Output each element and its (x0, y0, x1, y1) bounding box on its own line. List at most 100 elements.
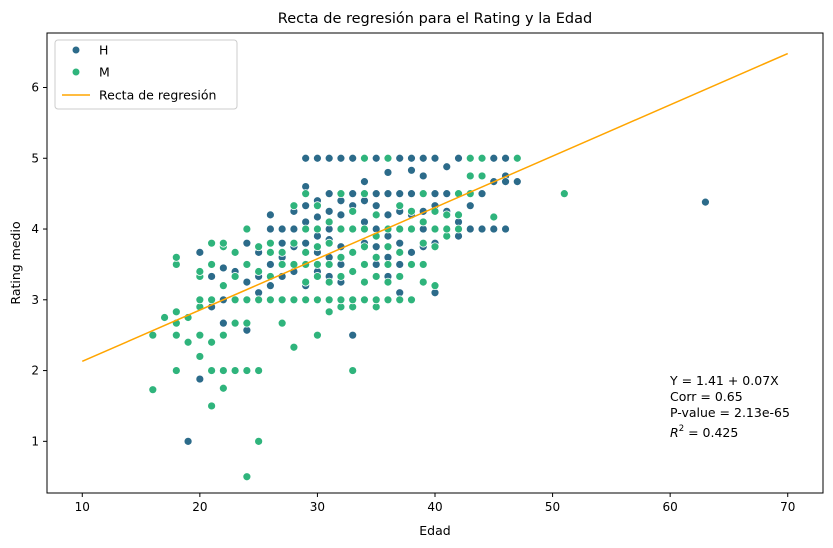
legend-label-regression-line: Recta de regresión (99, 88, 216, 103)
data-point-h (371, 201, 381, 211)
data-point-m (207, 366, 217, 375)
data-point-m (301, 295, 311, 305)
data-point-m (371, 210, 381, 220)
data-point-m (289, 201, 299, 211)
annotation-equation: Y = 1.41 + 0.07X (669, 373, 779, 388)
data-point-m (265, 238, 275, 248)
data-point-h (195, 247, 205, 257)
data-point-h (301, 153, 311, 163)
data-point-m (313, 201, 322, 211)
data-point-h (383, 189, 393, 199)
data-point-h (218, 263, 228, 273)
data-point-m (230, 366, 240, 375)
data-point-m (348, 295, 358, 305)
data-point-m (242, 366, 252, 375)
data-point-m (218, 238, 228, 248)
data-point-m (183, 337, 193, 347)
data-point-m (230, 318, 240, 328)
data-point-m (360, 260, 369, 269)
x-tick-label: 60 (663, 500, 678, 514)
data-point-m (242, 295, 252, 305)
data-point-m (360, 277, 369, 287)
data-point-m (371, 295, 381, 305)
data-point-h (477, 224, 487, 234)
data-point-h (348, 153, 358, 163)
data-point-m (313, 224, 322, 234)
data-point-m (360, 242, 369, 252)
legend-label-h: H (99, 43, 108, 58)
data-point-m (559, 189, 569, 199)
annotation-correlation: Corr = 0.65 (670, 389, 743, 404)
data-point-m (324, 307, 334, 317)
data-point-h (701, 197, 710, 207)
data-point-h (430, 189, 440, 199)
data-point-m (336, 295, 346, 305)
data-point-m (230, 247, 240, 257)
data-point-m (324, 295, 334, 305)
data-point-h (371, 153, 381, 163)
y-tick-label: 3 (31, 293, 39, 307)
x-tick-label: 20 (192, 500, 207, 514)
data-point-m (313, 272, 322, 281)
y-tick-label: 6 (31, 80, 39, 94)
data-point-m (395, 201, 405, 211)
data-point-m (489, 212, 499, 222)
data-point-m (512, 153, 522, 163)
data-point-m (277, 247, 287, 257)
data-point-m (313, 242, 322, 252)
data-point-h (324, 189, 334, 199)
data-point-m (336, 189, 346, 199)
data-point-h (489, 224, 499, 234)
y-tick-label: 1 (31, 434, 39, 448)
r-squared-symbol: R (670, 425, 679, 440)
x-tick-label: 50 (545, 500, 560, 514)
data-point-h (407, 247, 416, 257)
legend-box (54, 39, 238, 110)
data-point-m (360, 224, 369, 234)
data-point-m (430, 224, 440, 234)
data-point-m (277, 260, 287, 269)
data-point-h (383, 210, 393, 220)
data-point-h (195, 374, 205, 384)
y-tick-label: 2 (31, 364, 39, 378)
data-point-m (360, 153, 369, 163)
data-point-m (254, 366, 264, 375)
data-point-h (430, 153, 440, 163)
data-point-h (207, 272, 217, 281)
data-point-h (242, 277, 252, 287)
data-point-m (265, 295, 275, 305)
data-point-m (454, 210, 463, 220)
data-point-h (348, 330, 358, 340)
data-point-m (301, 224, 311, 234)
data-point-h (454, 153, 463, 163)
y-axis-label: Rating medio (8, 221, 23, 304)
data-point-h (265, 224, 275, 234)
data-point-m (195, 295, 205, 305)
data-point-h (265, 210, 275, 220)
data-point-m (218, 383, 228, 393)
data-point-m (477, 153, 487, 163)
data-point-h (324, 206, 334, 216)
r-squared-value: = 0.425 (684, 425, 738, 440)
data-point-m (230, 295, 240, 305)
data-point-m (395, 224, 405, 234)
data-point-m (148, 385, 158, 395)
data-point-h (336, 210, 346, 220)
data-point-h (277, 224, 287, 234)
x-tick-label: 40 (427, 500, 442, 514)
data-point-h (418, 171, 428, 181)
data-point-h (360, 177, 369, 187)
legend-marker-h (71, 45, 81, 55)
data-point-h (465, 201, 475, 211)
data-point-m (207, 401, 217, 411)
data-point-m (407, 224, 416, 234)
data-point-h (465, 224, 475, 234)
data-point-h (301, 238, 311, 248)
data-point-m (254, 242, 264, 252)
data-point-m (395, 247, 405, 257)
data-point-m (207, 337, 217, 347)
data-point-m (348, 366, 358, 375)
data-point-m (465, 153, 475, 163)
data-point-m (242, 318, 252, 328)
